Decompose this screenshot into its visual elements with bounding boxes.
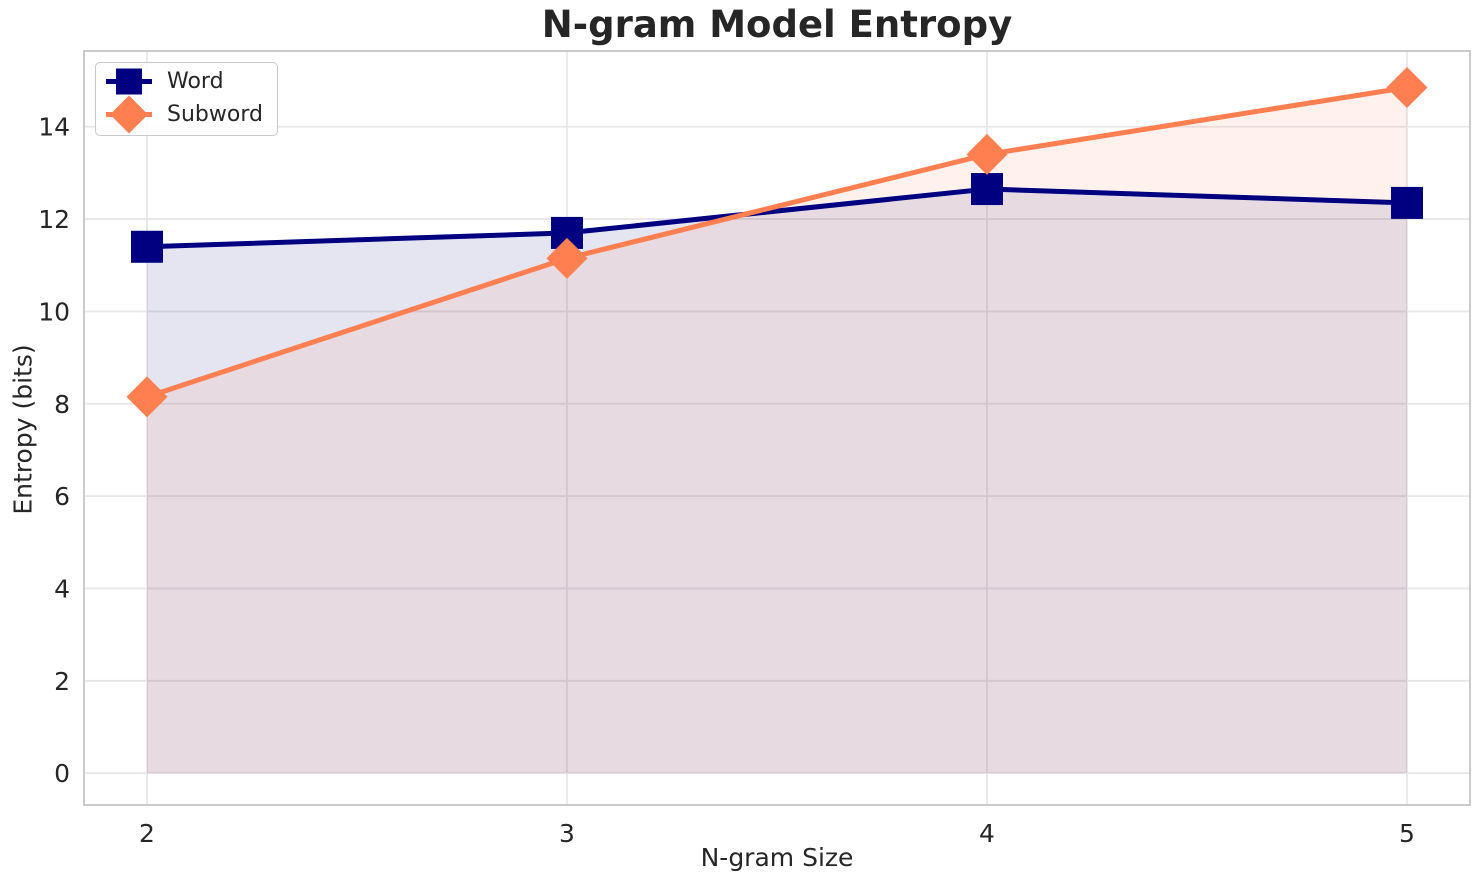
x-axis-label: N-gram Size — [700, 843, 854, 872]
y-tick-label-0: 0 — [54, 759, 70, 788]
legend-label-subword: Subword — [167, 102, 263, 127]
word-marker-5 — [1391, 186, 1423, 219]
subword-area-fill — [147, 87, 1407, 774]
subword-marker-4 — [966, 133, 1008, 175]
y-tick-label-4: 8 — [54, 390, 70, 419]
plot-border — [83, 50, 1471, 806]
word-line — [146, 186, 1408, 250]
subword-line — [146, 85, 1408, 400]
word-marker-4 — [971, 173, 1003, 206]
subword-legend-marker-icon — [106, 95, 152, 134]
y-tick-label-6: 12 — [38, 205, 70, 234]
y-tick-label-2: 4 — [54, 574, 70, 603]
legend-item-word: Word — [104, 66, 263, 97]
x-tick-label-0: 2 — [139, 819, 155, 848]
word-legend-marker-icon — [106, 68, 152, 95]
chart-title: N-gram Model Entropy — [541, 3, 1013, 46]
y-tick-label-3: 6 — [54, 482, 70, 511]
subword-marker-3 — [546, 237, 588, 279]
y-tick-label-7: 14 — [38, 113, 70, 142]
word-area-fill — [147, 189, 1407, 774]
y-axis-label: Entropy (bits) — [8, 344, 38, 515]
word-marker-2 — [131, 230, 163, 263]
x-tick-label-3: 5 — [1399, 819, 1415, 848]
y-tick-label-1: 2 — [54, 667, 70, 696]
subword-marker-5 — [1386, 66, 1428, 108]
legend-item-subword: Subword — [104, 95, 263, 134]
x-tick-label-2: 4 — [979, 819, 995, 848]
y-tick-label-5: 10 — [38, 297, 70, 326]
subword-marker-2 — [126, 376, 168, 418]
legend: Word Subword — [95, 62, 278, 136]
legend-label-word: Word — [167, 69, 224, 94]
x-tick-label-1: 3 — [559, 819, 575, 848]
